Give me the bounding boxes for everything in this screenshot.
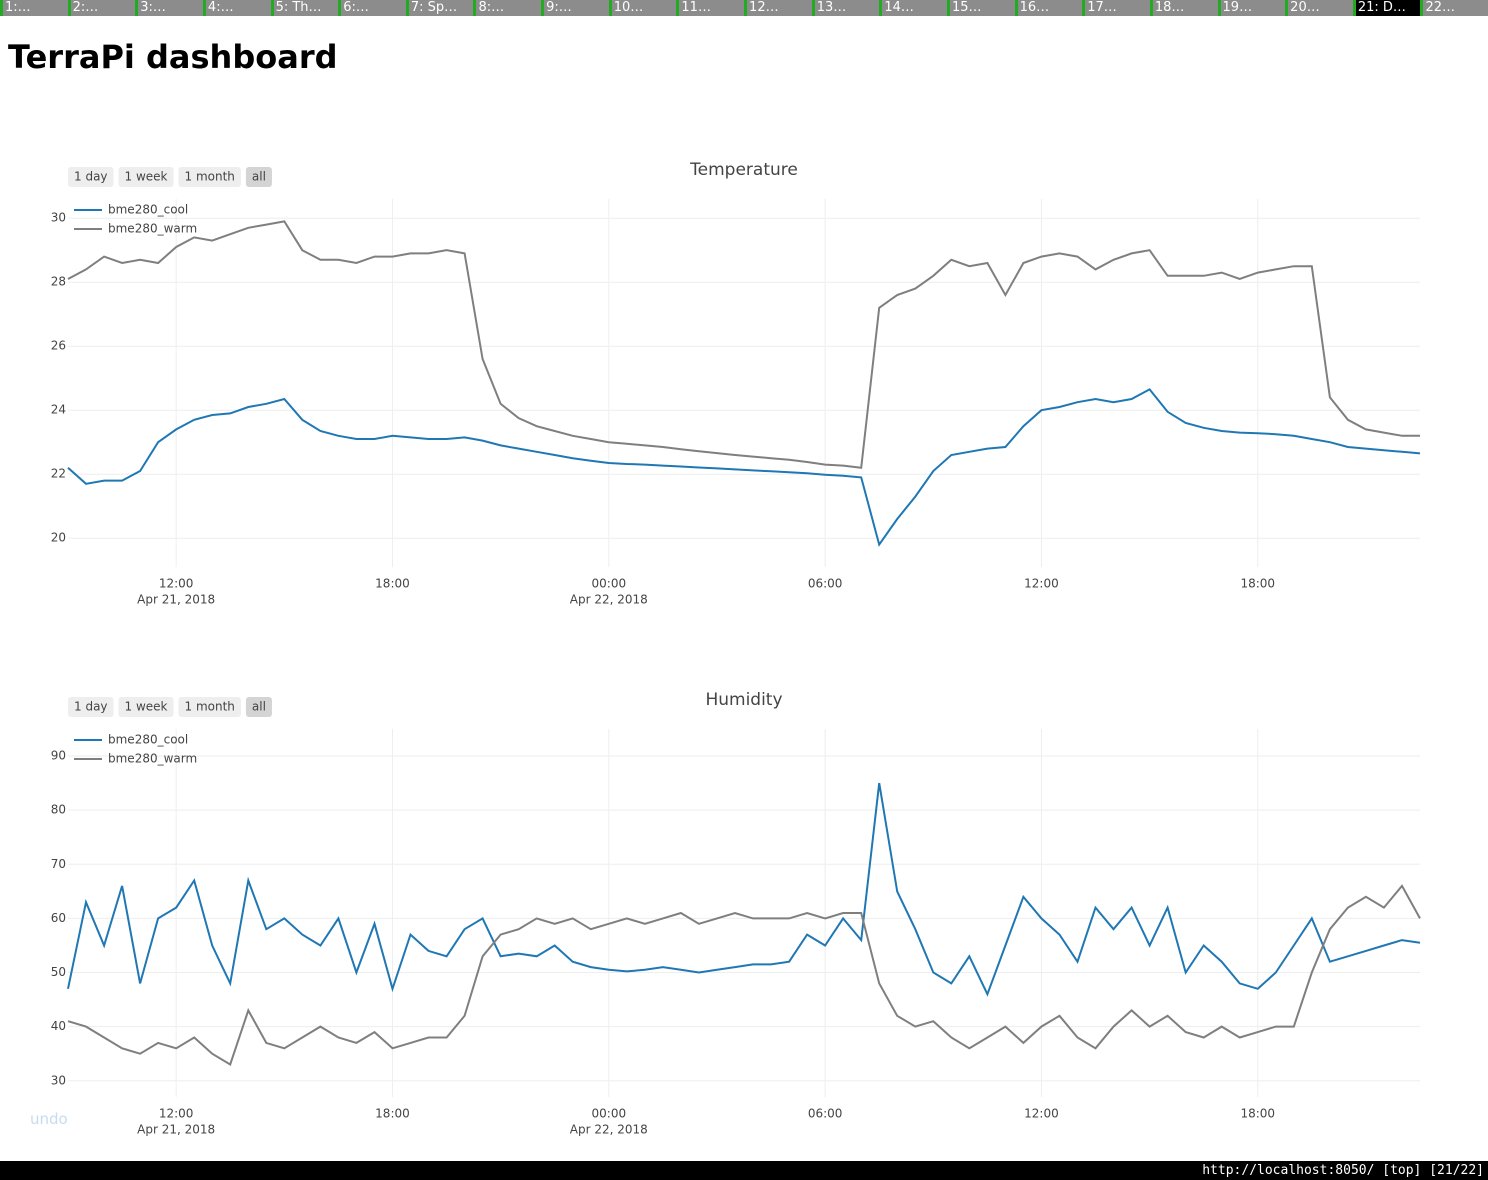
browser-tab[interactable]: 5: Th… [270, 0, 339, 16]
browser-tab[interactable]: 22… [1420, 0, 1488, 16]
x-tick-label: 18:00 [375, 1107, 410, 1121]
x-tick-label: 06:00 [808, 1107, 843, 1121]
tab-bar: 1:… 2:… 3:… 4:… 5: Th… 6:… 7: Sp… 8:… 9:… 10… 11… 1… [0, 0, 1488, 16]
range-button[interactable] [245, 167, 272, 187]
page-title: TerraPi dashboard [8, 38, 338, 76]
y-tick-label: 28 [51, 275, 66, 289]
humidity-chart: Humidity 1 day 1 week 1 month all 30 40 50 60 70 8… [51, 690, 1421, 1137]
range-button[interactable] [118, 697, 174, 717]
browser-tab[interactable]: 16… [1014, 0, 1083, 16]
y-tick-label: 90 [51, 749, 66, 763]
x-tick-label: 12:00 [159, 1107, 194, 1121]
x-tick-date-label: Apr 22, 2018 [570, 593, 648, 607]
range-button[interactable] [68, 697, 114, 717]
browser-tab[interactable]: 15… [946, 0, 1015, 16]
legend-label[interactable]: bme280_warm [108, 222, 197, 236]
range-button-label[interactable]: 1 week [125, 170, 168, 184]
range-button[interactable] [245, 697, 272, 717]
x-tick-label: 06:00 [808, 577, 843, 591]
range-button[interactable] [178, 697, 241, 717]
y-tick-label: 40 [51, 1019, 66, 1033]
y-tick-label: 24 [51, 403, 66, 417]
x-tick-label: 18:00 [1240, 1107, 1275, 1121]
browser-tab[interactable]: 7: Sp… [405, 0, 474, 16]
browser-tab[interactable]: 13… [811, 0, 880, 16]
data-line [67, 388, 1421, 547]
browser-tab[interactable]: 21: D… [1352, 0, 1421, 16]
browser-tab[interactable]: 4:… [202, 0, 271, 16]
range-button-label[interactable]: 1 week [125, 700, 168, 714]
y-tick-label: 60 [51, 911, 66, 925]
browser-tab[interactable]: 18… [1149, 0, 1218, 16]
range-button[interactable] [178, 167, 241, 187]
x-tick-label: 12:00 [1024, 577, 1059, 591]
browser-tab[interactable]: 10… [608, 0, 677, 16]
y-tick-label: 30 [51, 1073, 66, 1087]
data-line [67, 782, 1421, 997]
y-tick-label: 20 [51, 531, 66, 545]
temperature-chart: Temperature 1 day 1 week 1 month all 20 22 24 26… [51, 160, 1421, 607]
browser-tab[interactable]: 20… [1285, 0, 1353, 16]
y-tick-label: 22 [51, 467, 66, 481]
y-tick-label: 26 [51, 339, 66, 353]
y-tick-label: 30 [51, 211, 66, 225]
x-tick-label: 18:00 [1240, 577, 1275, 591]
chart-title: Humidity [705, 690, 782, 710]
browser-tab[interactable]: 14… [879, 0, 947, 16]
status-bar: http://localhost:8050/ [top] [21/22] [0, 1161, 1488, 1180]
range-button-label[interactable]: 1 month [185, 700, 235, 714]
range-button-label[interactable]: 1 month [185, 170, 235, 184]
x-tick-label: 18:00 [375, 577, 410, 591]
browser-tab[interactable]: 17… [1082, 0, 1150, 16]
y-tick-label: 80 [51, 803, 66, 817]
browser-tab[interactable]: 2:… [67, 0, 136, 16]
range-button-label[interactable]: all [252, 170, 266, 184]
browser-tab[interactable]: 19… [1217, 0, 1286, 16]
range-button-label[interactable]: all [252, 700, 266, 714]
x-tick-label: 12:00 [159, 577, 194, 591]
data-line [67, 220, 1420, 469]
x-tick-date-label: Apr 21, 2018 [137, 593, 215, 607]
browser-tab[interactable]: 8:… [473, 0, 541, 16]
legend-label[interactable]: bme280_cool [108, 733, 188, 747]
browser-tab[interactable]: 9:… [541, 0, 609, 16]
range-button-label[interactable]: 1 day [74, 170, 108, 184]
undo-button[interactable]: undo [30, 1110, 68, 1128]
legend-label[interactable]: bme280_cool [108, 203, 188, 217]
range-button[interactable] [68, 167, 114, 187]
range-button-label[interactable]: 1 day [74, 700, 108, 714]
browser-tab[interactable]: 11… [676, 0, 744, 16]
y-tick-label: 70 [51, 857, 66, 871]
browser-tab[interactable]: 1:… [0, 0, 68, 16]
x-tick-date-label: Apr 21, 2018 [137, 1123, 215, 1137]
x-tick-label: 00:00 [592, 577, 627, 591]
browser-tab[interactable]: 6:… [338, 0, 406, 16]
browser-tab[interactable]: 3:… [135, 0, 203, 16]
x-tick-label: 12:00 [1024, 1107, 1059, 1121]
y-tick-label: 50 [51, 965, 66, 979]
data-line [67, 884, 1421, 1066]
range-button[interactable] [118, 167, 174, 187]
x-tick-label: 00:00 [592, 1107, 627, 1121]
legend-label[interactable]: bme280_warm [108, 752, 197, 766]
browser-tab[interactable]: 12… [744, 0, 812, 16]
chart-title: Temperature [689, 160, 798, 180]
x-tick-date-label: Apr 22, 2018 [570, 1123, 648, 1137]
